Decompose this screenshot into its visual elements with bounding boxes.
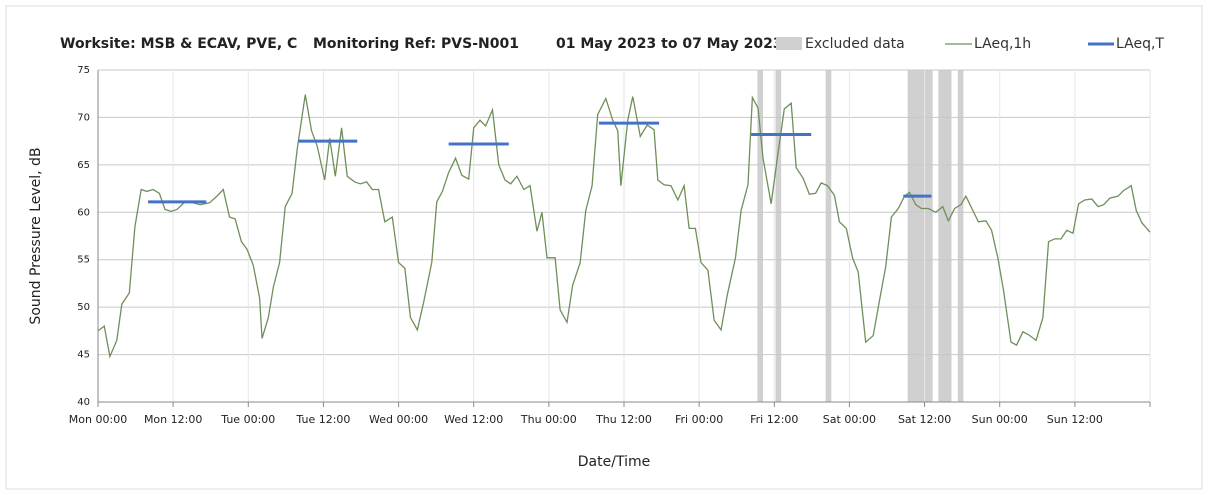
- excluded-band: [907, 70, 933, 402]
- chart-frame: [5, 5, 1203, 490]
- x-tick-label: Tue 12:00: [295, 413, 350, 426]
- title-dates: 01 May 2023 to 07 May 2023: [556, 36, 783, 52]
- x-tick-label: Sat 00:00: [823, 413, 876, 426]
- y-tick-label: 40: [77, 397, 90, 408]
- title-worksite: Worksite: MSB & ECAV, PVE, C: [60, 36, 297, 52]
- x-tick-label: Mon 00:00: [69, 413, 127, 426]
- title-monitoring: Monitoring Ref: PVS-N001: [313, 36, 519, 52]
- x-tick-label: Thu 00:00: [520, 413, 577, 426]
- x-tick-label: Sun 00:00: [972, 413, 1028, 426]
- excluded-band: [775, 70, 782, 402]
- y-tick-label: 55: [77, 255, 90, 266]
- y-axis-label: Sound Pressure Level, dB: [28, 147, 44, 324]
- legend-label: LAeq,T: [1116, 36, 1164, 52]
- x-tick-label: Thu 12:00: [595, 413, 652, 426]
- x-tick-label: Wed 00:00: [369, 413, 428, 426]
- legend-label: Excluded data: [805, 36, 905, 52]
- excluded-band: [825, 70, 832, 402]
- x-tick-label: Wed 12:00: [444, 413, 503, 426]
- y-tick-label: 50: [77, 302, 90, 313]
- y-tick-label: 60: [77, 207, 90, 218]
- x-tick-label: Sat 12:00: [898, 413, 951, 426]
- excluded-band: [757, 70, 764, 402]
- y-tick-label: 45: [77, 350, 90, 361]
- line-series: [97, 94, 1151, 359]
- x-tick-label: Fri 12:00: [750, 413, 798, 426]
- excluded-band: [938, 70, 952, 402]
- x-tick-label: Fri 00:00: [675, 413, 723, 426]
- y-tick-label: 65: [77, 160, 90, 171]
- x-tick-label: Tue 00:00: [220, 413, 275, 426]
- y-tick-label: 70: [77, 112, 90, 123]
- x-tick-label: Mon 12:00: [144, 413, 202, 426]
- x-axis-label: Date/Time: [578, 454, 650, 470]
- y-tick-label: 75: [77, 65, 90, 76]
- legend-label: LAeq,1h: [974, 36, 1031, 52]
- legend-swatch: [776, 37, 802, 50]
- x-tick-label: Sun 12:00: [1047, 413, 1103, 426]
- excluded-band: [957, 70, 964, 402]
